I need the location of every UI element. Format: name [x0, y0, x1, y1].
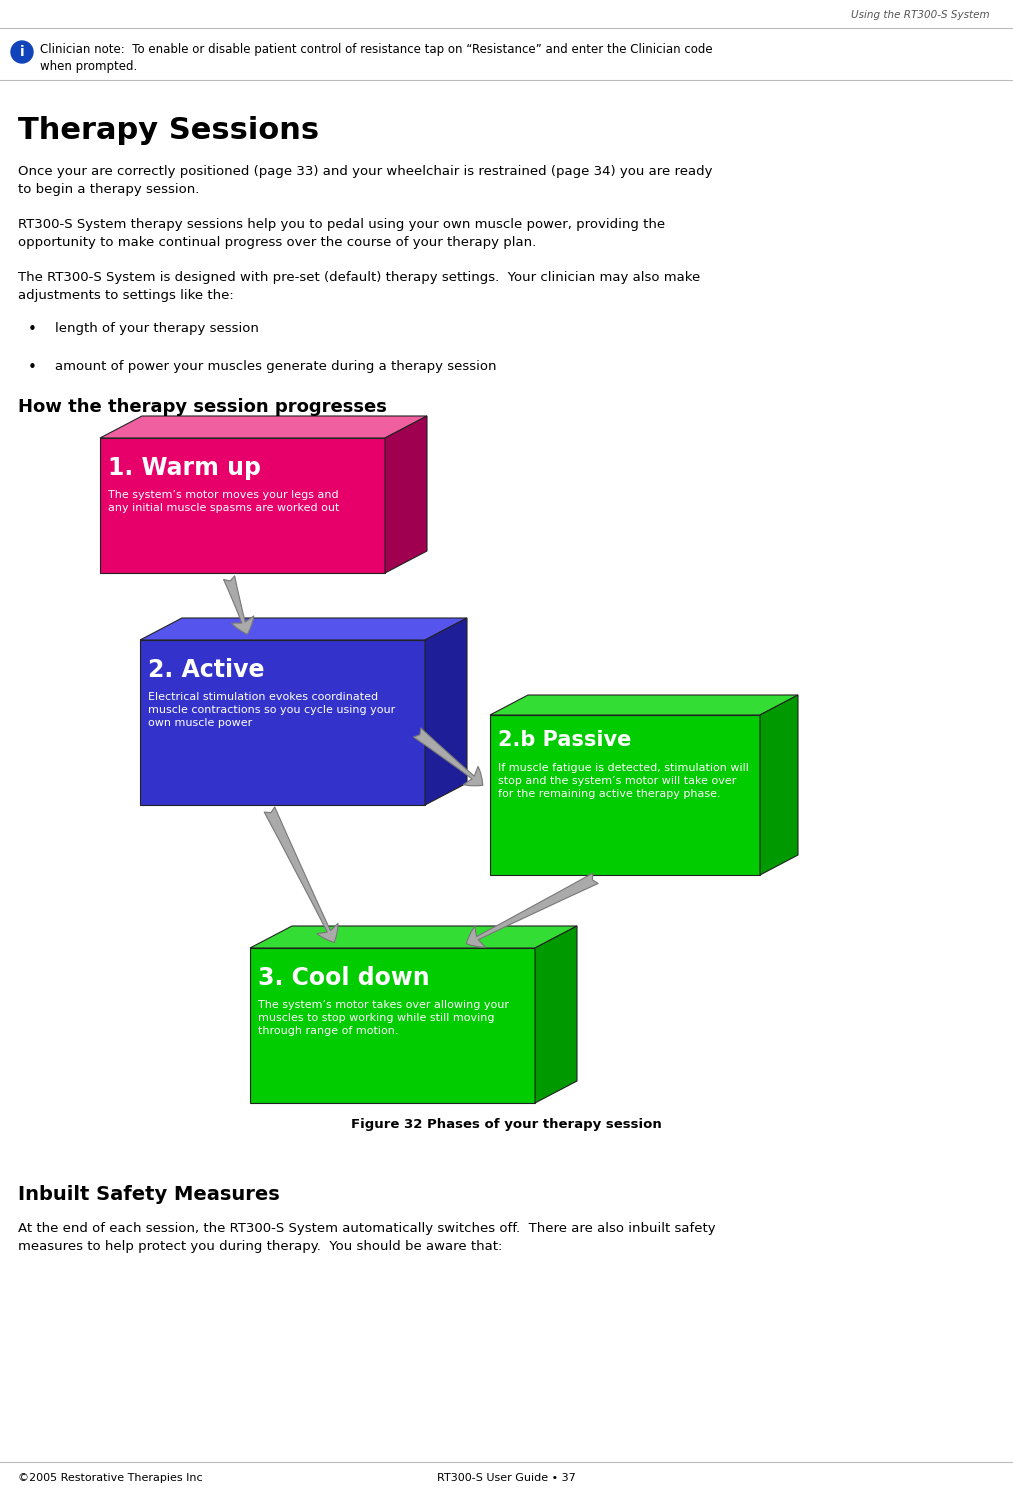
Text: How the therapy session progresses: How the therapy session progresses	[18, 398, 387, 416]
Text: 2. Active: 2. Active	[148, 659, 264, 683]
Text: length of your therapy session: length of your therapy session	[55, 322, 259, 335]
Text: •: •	[28, 359, 36, 376]
Text: RT300-S System therapy sessions help you to pedal using your own muscle power, p: RT300-S System therapy sessions help you…	[18, 219, 666, 231]
Text: adjustments to settings like the:: adjustments to settings like the:	[18, 289, 234, 302]
Polygon shape	[535, 927, 577, 1103]
Text: The RT300-S System is designed with pre-set (default) therapy settings.  Your cl: The RT300-S System is designed with pre-…	[18, 271, 700, 284]
Text: 1. Warm up: 1. Warm up	[108, 457, 261, 481]
Polygon shape	[425, 618, 467, 805]
Text: RT300-S User Guide • 37: RT300-S User Guide • 37	[437, 1473, 575, 1484]
Polygon shape	[100, 439, 385, 573]
Text: The system’s motor takes over allowing your
muscles to stop working while still : The system’s motor takes over allowing y…	[258, 1000, 509, 1036]
Circle shape	[11, 40, 33, 63]
Text: to begin a therapy session.: to begin a therapy session.	[18, 183, 200, 196]
Polygon shape	[760, 695, 798, 876]
Text: amount of power your muscles generate during a therapy session: amount of power your muscles generate du…	[55, 359, 496, 373]
Text: Clinician note:  To enable or disable patient control of resistance tap on “Resi: Clinician note: To enable or disable pat…	[40, 43, 712, 55]
Text: Once your are correctly positioned (page 33) and your wheelchair is restrained (: Once your are correctly positioned (page…	[18, 165, 712, 178]
Text: opportunity to make continual progress over the course of your therapy plan.: opportunity to make continual progress o…	[18, 237, 536, 249]
Text: Therapy Sessions: Therapy Sessions	[18, 115, 319, 145]
Polygon shape	[250, 948, 535, 1103]
Polygon shape	[100, 416, 427, 439]
Text: The system’s motor moves your legs and
any initial muscle spasms are worked out: The system’s motor moves your legs and a…	[108, 490, 339, 513]
Text: 2.b Passive: 2.b Passive	[498, 731, 631, 750]
Polygon shape	[140, 641, 425, 805]
Polygon shape	[490, 695, 798, 716]
Text: Electrical stimulation evokes coordinated
muscle contractions so you cycle using: Electrical stimulation evokes coordinate…	[148, 692, 395, 729]
Text: Figure 32 Phases of your therapy session: Figure 32 Phases of your therapy session	[350, 1118, 661, 1132]
Polygon shape	[250, 927, 577, 948]
Polygon shape	[385, 416, 427, 573]
Polygon shape	[490, 716, 760, 876]
Text: Using the RT300-S System: Using the RT300-S System	[851, 10, 990, 19]
Text: If muscle fatigue is detected, stimulation will
stop and the system’s motor will: If muscle fatigue is detected, stimulati…	[498, 763, 749, 799]
Text: At the end of each session, the RT300-S System automatically switches off.  Ther: At the end of each session, the RT300-S …	[18, 1222, 715, 1235]
Text: •: •	[28, 322, 36, 337]
Text: 3. Cool down: 3. Cool down	[258, 966, 430, 990]
Text: Inbuilt Safety Measures: Inbuilt Safety Measures	[18, 1186, 280, 1204]
Text: ©2005 Restorative Therapies Inc: ©2005 Restorative Therapies Inc	[18, 1473, 203, 1484]
Polygon shape	[140, 618, 467, 641]
Text: when prompted.: when prompted.	[40, 60, 137, 73]
Text: measures to help protect you during therapy.  You should be aware that:: measures to help protect you during ther…	[18, 1240, 502, 1253]
Text: i: i	[19, 45, 24, 58]
